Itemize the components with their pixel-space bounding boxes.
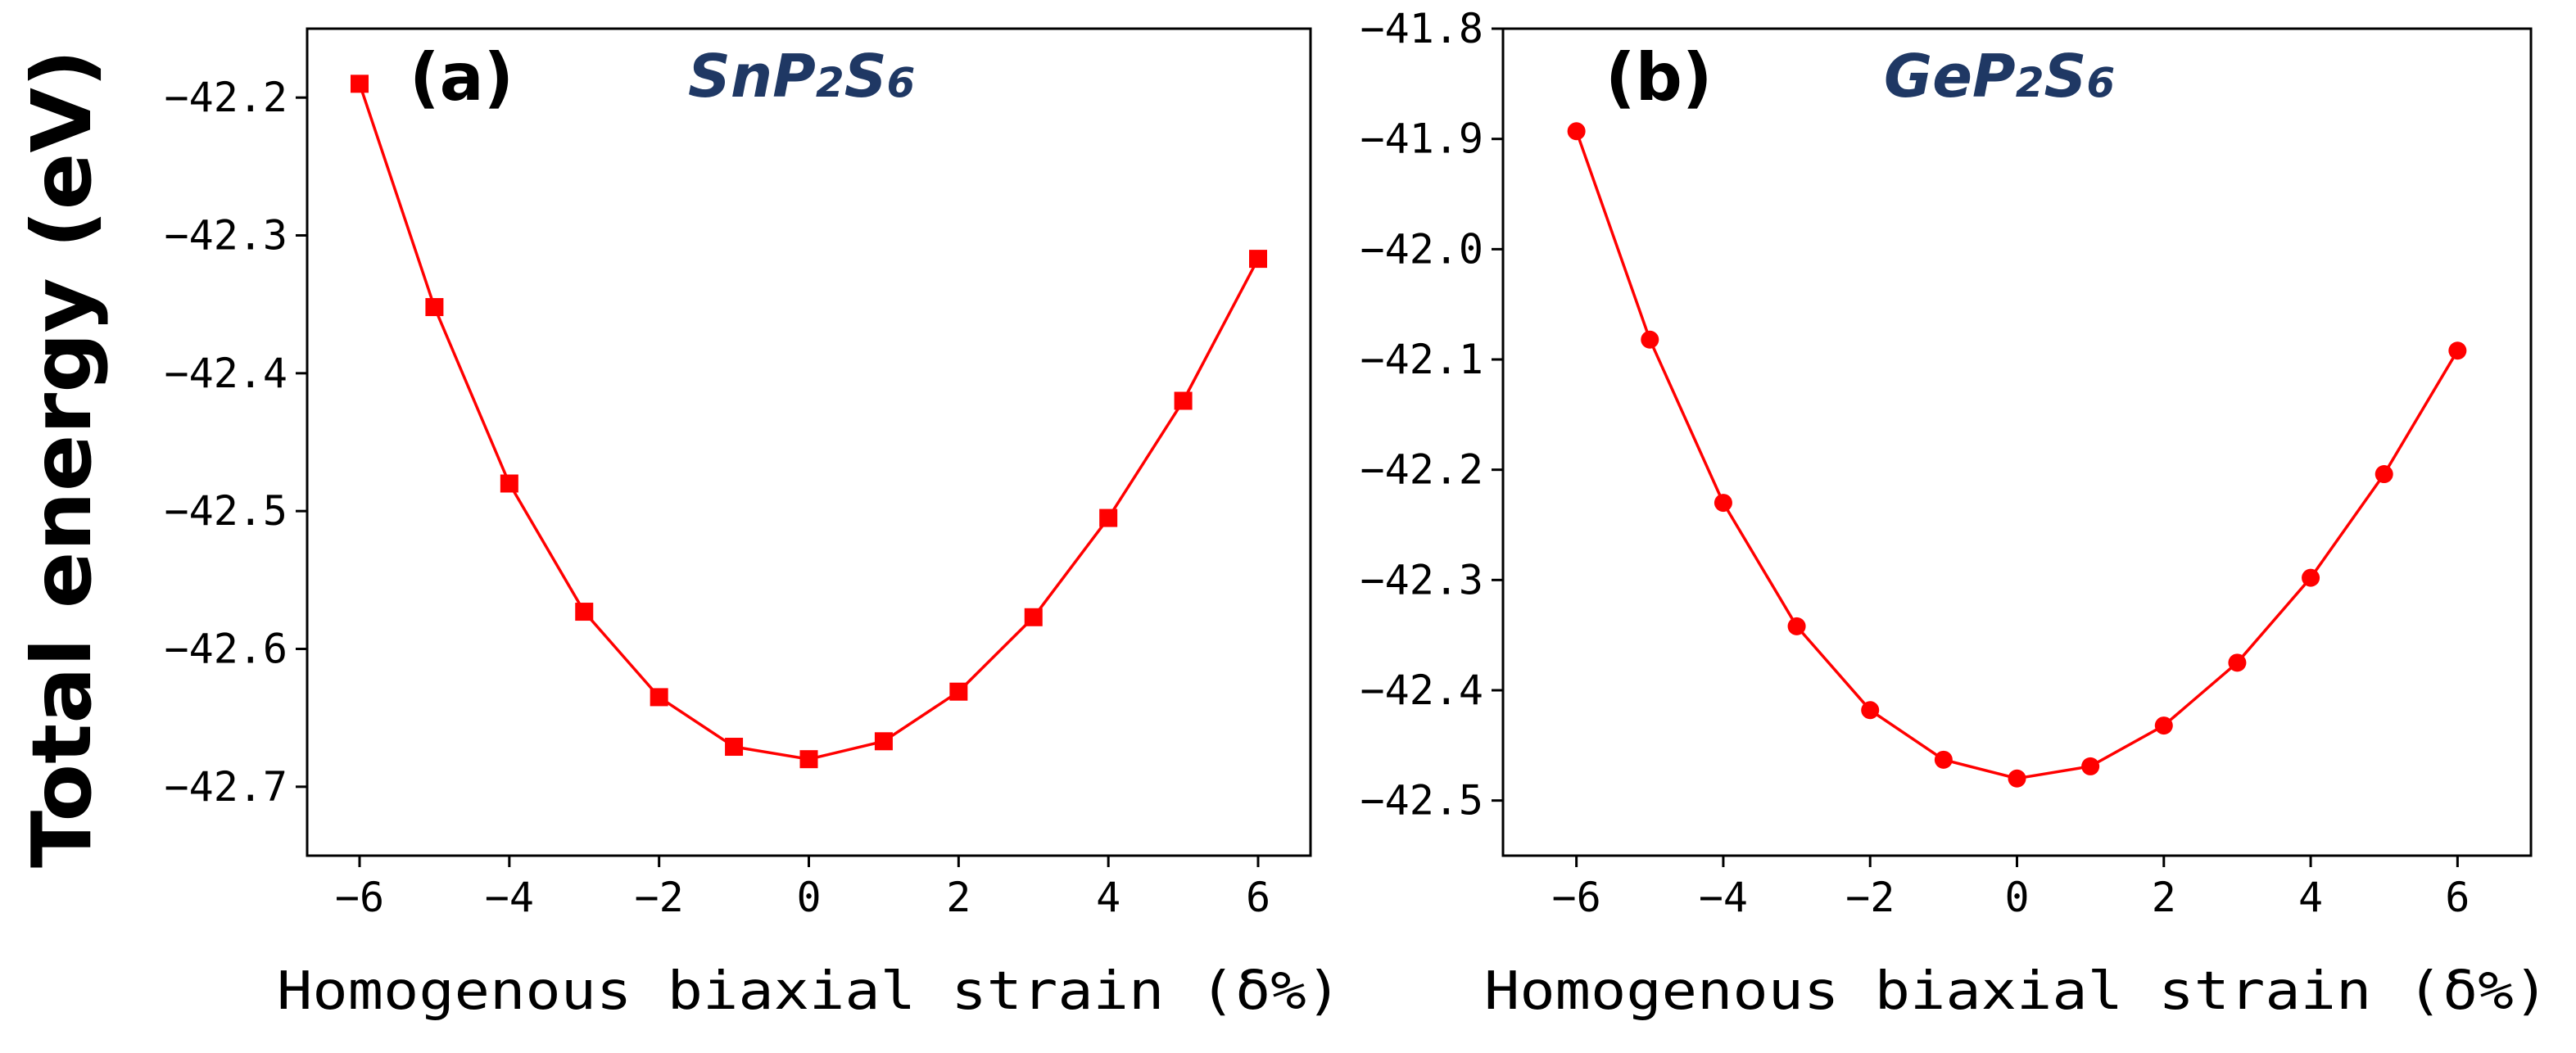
compound-symbol: S — [2044, 42, 2087, 111]
data-point — [1641, 330, 1659, 349]
data-point — [1934, 750, 1953, 769]
x-tick-label: 4 — [1096, 874, 1120, 921]
x-tick-label: 0 — [796, 874, 821, 921]
data-point — [725, 738, 744, 757]
x-tick-label: 0 — [2004, 874, 2029, 921]
x-axis-label: Homogenous biaxial strain (δ%) — [1484, 961, 2549, 1022]
plot-frame — [1501, 27, 2533, 857]
x-tick-label: 2 — [2152, 874, 2176, 921]
y-tick-label: −42.2 — [164, 74, 287, 121]
data-point — [575, 603, 594, 621]
x-tick-label: −2 — [635, 874, 684, 921]
data-point — [1861, 701, 1880, 720]
data-point — [350, 75, 369, 93]
data-point — [949, 682, 968, 701]
y-tick-label: −42.4 — [164, 350, 287, 397]
compound-symbol: GeP — [1884, 42, 2016, 111]
y-tick-label: −42.5 — [1360, 777, 1483, 825]
y-tick-label: −42.5 — [164, 487, 287, 535]
plot-frame — [306, 27, 1312, 857]
y-tick-label: −42.3 — [164, 212, 287, 260]
data-point — [1099, 508, 1118, 527]
x-tick-label: −6 — [1552, 874, 1601, 921]
compound-label: SnP2S6 — [688, 42, 915, 111]
data-point — [1249, 250, 1268, 269]
data-point — [2228, 653, 2247, 672]
data-point — [2154, 716, 2173, 735]
x-tick-label: −4 — [1699, 874, 1748, 921]
data-point — [2008, 769, 2026, 788]
data-point — [500, 474, 518, 493]
y-axis-label: Total energy (eV) — [14, 49, 110, 868]
y-tick-label: −41.8 — [1360, 5, 1483, 52]
panel-a: −6 −4 −2 0 2 4 6 −42.2 −42.3 −42.4 −42.5 −42.6 −42.7… — [164, 27, 1342, 1022]
series-line — [358, 83, 1260, 761]
x-tick-label: −2 — [1845, 874, 1895, 921]
data-point — [1174, 391, 1193, 410]
data-point — [1024, 608, 1043, 626]
y-tick-label: −42.3 — [1360, 556, 1483, 603]
data-point — [1787, 617, 1806, 635]
compound-symbol: SnP — [688, 42, 816, 111]
data-point — [799, 750, 818, 769]
y-tick-label: −42.6 — [164, 626, 287, 673]
x-tick-label: 6 — [2445, 874, 2470, 921]
x-axis-label: Homogenous biaxial strain (δ%) — [277, 961, 1342, 1022]
x-tick-label: −4 — [485, 874, 534, 921]
data-point — [425, 298, 444, 317]
y-tick-label: −42.2 — [1360, 446, 1483, 494]
series-line — [1574, 130, 2459, 780]
panel-b: −6 −4 −2 0 2 4 6 −41.8 −41.9 −42.0 −42.1 −42.2 −42.3… — [1360, 5, 2549, 1022]
panel-label: (a) — [410, 39, 514, 115]
data-point — [874, 732, 893, 751]
y-tick-label: −42.0 — [1360, 225, 1483, 273]
compound-label: GeP2S6 — [1884, 42, 2115, 111]
data-point — [2375, 465, 2393, 484]
compound-subscript: 2 — [816, 59, 844, 106]
compound-symbol: S — [844, 42, 887, 111]
x-tick-label: 4 — [2298, 874, 2323, 921]
x-tick-label: −6 — [335, 874, 384, 921]
y-tick-label: −42.7 — [164, 763, 287, 811]
data-point — [2448, 341, 2467, 360]
y-tick-label: −41.9 — [1360, 115, 1483, 163]
data-point — [650, 688, 668, 707]
data-point — [2302, 568, 2320, 587]
compound-subscript: 6 — [887, 59, 916, 106]
x-tick-label: 2 — [946, 874, 971, 921]
x-tick-label: 6 — [1246, 874, 1270, 921]
y-tick-label: −42.4 — [1360, 667, 1483, 714]
compound-subscript: 6 — [2086, 59, 2115, 106]
panel-label: (b) — [1605, 39, 1712, 115]
data-point — [1714, 494, 1732, 513]
y-tick-label: −42.1 — [1360, 336, 1483, 383]
compound-subscript: 2 — [2016, 59, 2044, 106]
data-point — [1567, 122, 1586, 141]
data-point — [2081, 757, 2100, 775]
